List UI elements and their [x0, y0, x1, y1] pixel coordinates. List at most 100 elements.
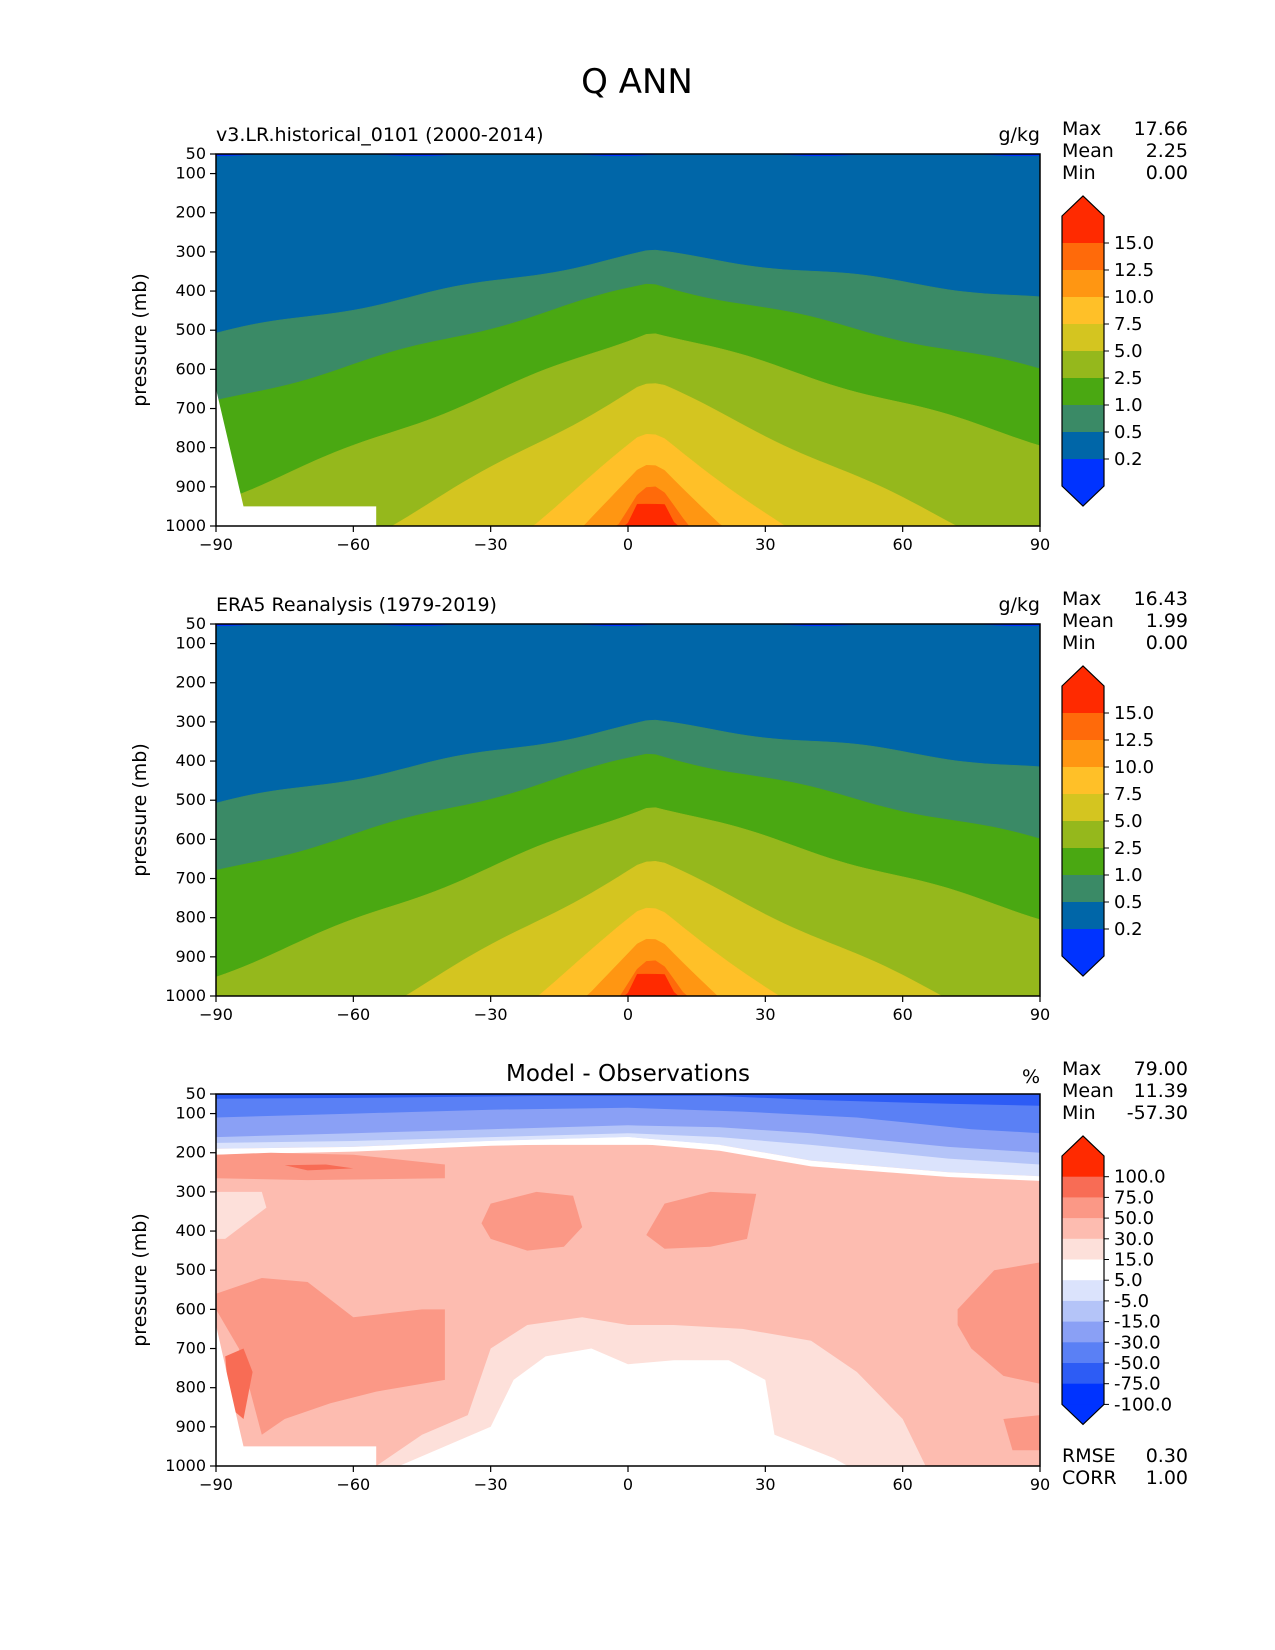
obs-colorbar-label: 1.0 — [1114, 865, 1143, 886]
obs-colorbar-label: 15.0 — [1114, 703, 1154, 724]
model-stat-mean-value: 2.25 — [1146, 140, 1188, 162]
diff-colorbar-swatch — [1062, 1300, 1104, 1323]
diff-colorbar-label: -15.0 — [1114, 1312, 1161, 1333]
diff-y-tick-label: 100 — [175, 1104, 206, 1123]
obs-x-tick-label: 60 — [892, 1005, 912, 1024]
diff-colorbar-min-arrow — [1062, 1404, 1104, 1425]
diff-colorbar-swatch — [1062, 1321, 1104, 1343]
model-x-tick-label: −90 — [199, 535, 233, 554]
obs-colorbar-label: 7.5 — [1114, 784, 1143, 805]
diff-rmse-label: RMSE — [1062, 1445, 1116, 1467]
model-x-tick-label: −30 — [474, 535, 508, 554]
obs-stat-min-value: 0.00 — [1146, 632, 1188, 654]
diff-y-tick-label: 200 — [175, 1143, 206, 1162]
diff-y-tick-label: 800 — [175, 1378, 206, 1397]
diff-region-neg-50 — [216, 1094, 1040, 1134]
diff-colorbar-label: -30.0 — [1114, 1332, 1161, 1353]
panel-diff: Model - Observations % pressure (mb) −90… — [129, 1058, 1188, 1494]
obs-units: g/kg — [998, 594, 1040, 616]
diff-footer-stats: RMSE 0.30 CORR 1.00 — [1062, 1445, 1188, 1489]
obs-colorbar-swatch — [1062, 767, 1104, 795]
model-stats: Max 17.66 Mean 2.25 Min 0.00 — [1062, 118, 1188, 184]
model-y-tick-label: 1000 — [165, 516, 206, 535]
obs-x-tick-label: 90 — [1030, 1005, 1050, 1024]
figure-title: Q ANN — [581, 62, 693, 102]
model-colorbar-swatch — [1062, 270, 1104, 298]
model-colorbar-max-arrow — [1062, 196, 1104, 216]
diff-colorbar-label: -5.0 — [1114, 1291, 1149, 1312]
model-missing-data-region — [216, 388, 377, 526]
obs-y-tick-label: 200 — [175, 673, 206, 692]
diff-region-zero-strip — [216, 1137, 1040, 1181]
diff-x-tick-label: −30 — [474, 1475, 508, 1494]
model-colorbar-min-arrow — [1062, 486, 1104, 506]
obs-colorbar-swatch — [1062, 902, 1104, 930]
model-x-tick-label: 30 — [755, 535, 775, 554]
obs-x-tick-label: −30 — [474, 1005, 508, 1024]
obs-contour-band — [623, 973, 679, 996]
obs-colorbar-max-arrow — [1062, 666, 1104, 686]
obs-colorbar-swatch — [1062, 713, 1104, 741]
diff-region-sw-blob — [216, 1278, 445, 1435]
diff-colorbar-swatch — [1062, 1259, 1104, 1281]
obs-stat-mean-value: 1.99 — [1146, 610, 1188, 632]
diff-colorbar-label: 100.0 — [1114, 1167, 1166, 1188]
model-colorbar-label: 10.0 — [1114, 287, 1154, 308]
diff-y-tick-label: 900 — [175, 1417, 206, 1436]
model-y-tick-label: 200 — [175, 203, 206, 222]
obs-y-tick-label: 1000 — [165, 986, 206, 1005]
model-colorbar-swatch — [1062, 243, 1104, 271]
diff-x-tick-label: −60 — [336, 1475, 370, 1494]
diff-colorbar-swatch — [1062, 1383, 1104, 1405]
model-colorbar-label: 1.0 — [1114, 395, 1143, 416]
diff-region-neg-75 — [216, 1094, 1040, 1106]
model-colorbar-swatch — [1062, 459, 1104, 487]
model-y-tick-label: 700 — [175, 399, 206, 418]
diff-colorbar-label: 30.0 — [1114, 1229, 1154, 1250]
obs-colorbar-outline — [1061, 665, 1105, 977]
diff-panel-title: Model - Observations — [506, 1061, 750, 1087]
diff-colorbar-label: -75.0 — [1114, 1374, 1161, 1395]
obs-y-tick-label: 300 — [175, 712, 206, 731]
diff-x-tick-label: 30 — [755, 1475, 775, 1494]
model-stat-max-label: Max — [1062, 118, 1101, 140]
diff-colorbar-label: 75.0 — [1114, 1187, 1154, 1208]
obs-colorbar-swatch — [1062, 794, 1104, 822]
obs-x-tick-label: 0 — [623, 1005, 633, 1024]
model-stat-min-label: Min — [1062, 162, 1096, 184]
diff-x-tick-label: 0 — [623, 1475, 633, 1494]
diff-colorbar-swatch — [1062, 1280, 1104, 1302]
obs-colorbar-swatch — [1062, 929, 1104, 957]
model-colorbar-swatch — [1062, 378, 1104, 406]
diff-stats: Max 79.00 Mean 11.39 Min -57.30 — [1062, 1058, 1188, 1124]
obs-y-axis-label: pressure (mb) — [129, 743, 151, 877]
diff-colorbar-label: 5.0 — [1114, 1270, 1143, 1291]
diff-colorbar-label: -100.0 — [1114, 1394, 1172, 1415]
panel-obs: ERA5 Reanalysis (1979-2019) g/kg pressur… — [129, 588, 1188, 1024]
diff-region-missing — [216, 1325, 377, 1466]
model-y-tick-label: 400 — [175, 281, 206, 300]
diff-x-tick-label: −90 — [199, 1475, 233, 1494]
diff-colorbar-label: 50.0 — [1114, 1208, 1154, 1229]
obs-colorbar-swatch — [1062, 875, 1104, 903]
diff-x-tick-label: 60 — [892, 1475, 912, 1494]
model-colorbar-label: 12.5 — [1114, 260, 1154, 281]
diff-y-tick-label: 300 — [175, 1182, 206, 1201]
diff-region-se-blob-lower — [1003, 1415, 1040, 1451]
diff-region-blob-right — [646, 1191, 757, 1249]
model-colorbar-swatch — [1062, 405, 1104, 433]
obs-stat-min-label: Min — [1062, 632, 1096, 654]
model-y-tick-label: 100 — [175, 164, 206, 183]
diff-colorbar-swatch — [1062, 1363, 1104, 1385]
model-y-tick-label: 300 — [175, 242, 206, 261]
obs-colorbar: 15.0 12.5 10.0 7.5 5.0 2.5 1.0 0.5 0.2 — [1061, 665, 1154, 977]
diff-colorbar-label: -50.0 — [1114, 1353, 1161, 1374]
diff-y-tick-label: 50 — [186, 1084, 206, 1103]
diff-y-tick-label: 1000 — [165, 1456, 206, 1475]
model-y-tick-label: 600 — [175, 359, 206, 378]
diff-contour-plot — [216, 1094, 1040, 1466]
diff-region-left-5-15 — [216, 1191, 267, 1239]
diff-y-tick-label: 500 — [175, 1260, 206, 1279]
